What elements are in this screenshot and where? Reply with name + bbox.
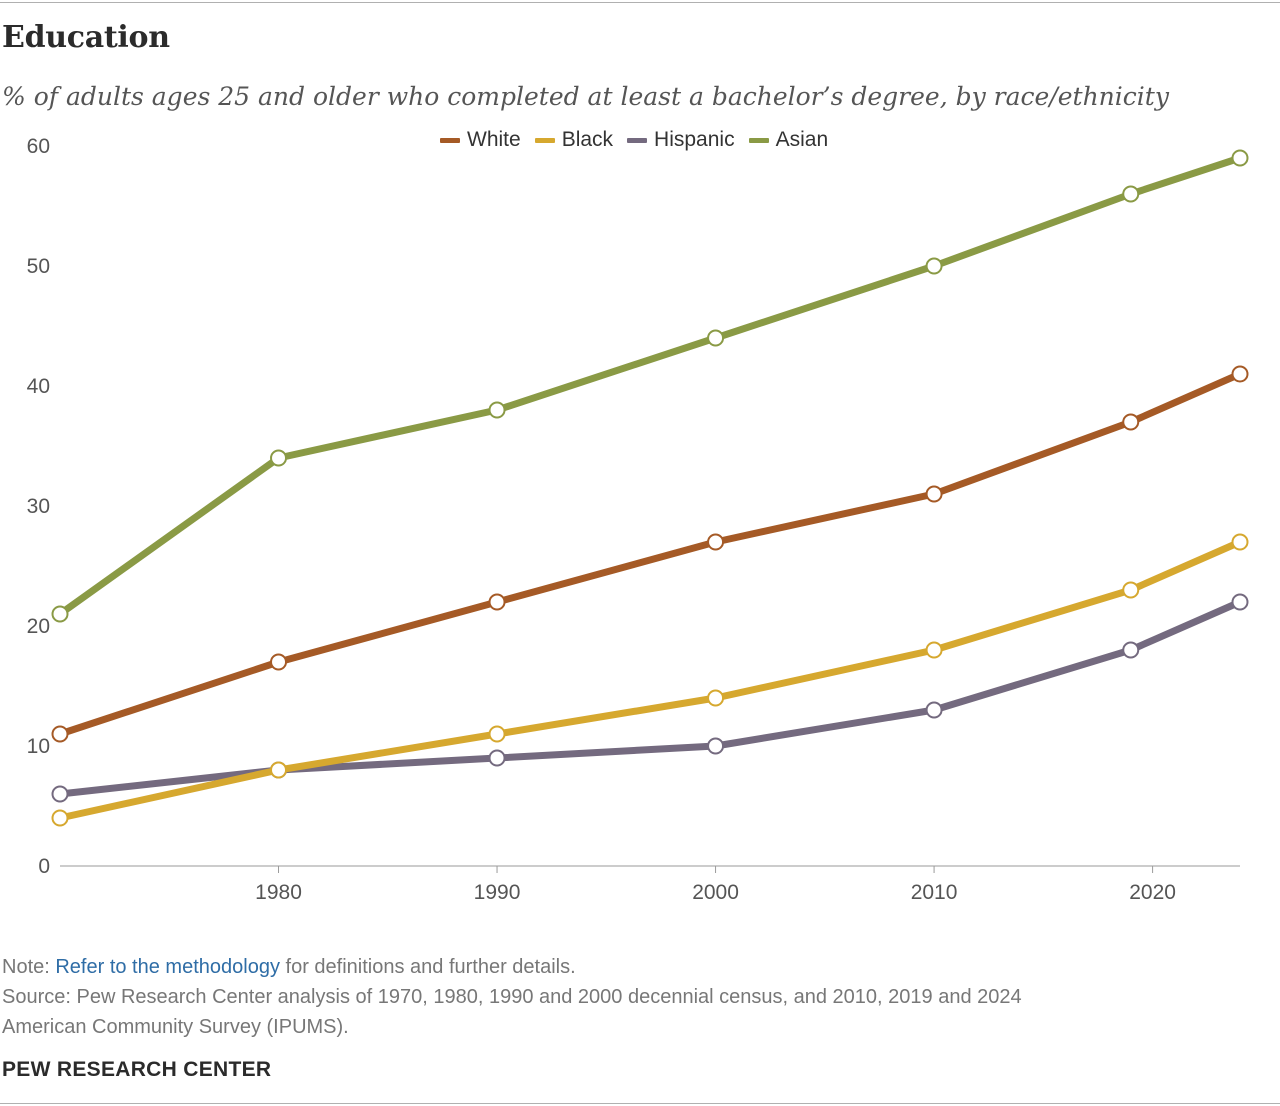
legend-swatch-hispanic — [627, 137, 648, 143]
data-point-white — [1231, 365, 1249, 383]
note-suffix: for definitions and further details. — [279, 956, 576, 978]
series-layer — [51, 149, 1249, 827]
data-point-asian — [1231, 149, 1249, 167]
bottom-rule — [0, 1103, 1280, 1104]
data-point-asian — [270, 449, 288, 467]
data-point-white — [270, 653, 288, 671]
legend-item-asian: Asian — [748, 128, 829, 152]
data-point-black — [488, 725, 506, 743]
series-line-asian — [56, 154, 1244, 618]
axis-layer: 0 10 20 30 40 50 60 1980 1990 2000 2010 2020 — [27, 135, 1240, 904]
legend-item-white: White — [440, 128, 521, 152]
source-line-2: American Community Survey (IPUMS). — [2, 1016, 349, 1038]
x-tick-label: 1990 — [474, 881, 521, 904]
y-tick-label: 10 — [27, 735, 50, 758]
data-point-black — [925, 641, 943, 659]
source-line-1: Source: Pew Research Center analysis of … — [2, 986, 1022, 1008]
legend-label-hispanic: Hispanic — [654, 128, 735, 151]
data-point-hispanic — [707, 737, 725, 755]
chart-title: Education — [2, 20, 170, 55]
data-point-white — [51, 725, 69, 743]
series-black — [51, 533, 1249, 827]
data-point-black — [1231, 533, 1249, 551]
y-tick-label: 40 — [27, 375, 50, 398]
data-point-black — [270, 761, 288, 779]
legend-item-hispanic: Hispanic — [627, 128, 735, 152]
series-line-black — [56, 538, 1244, 822]
y-tick-label: 50 — [27, 255, 50, 278]
top-rule — [0, 2, 1280, 3]
note-line: Note: Refer to the methodology for defin… — [2, 952, 1022, 982]
line-chart: 0 10 20 30 40 50 60 1980 1990 2000 2010 2020 — [27, 135, 1249, 904]
data-point-asian — [925, 257, 943, 275]
y-tick-label: 30 — [27, 495, 50, 518]
legend-label-white: White — [467, 128, 521, 151]
legend-swatch-white — [440, 137, 460, 143]
legend-swatch-asian — [748, 137, 769, 143]
series-hispanic — [51, 593, 1249, 803]
data-point-white — [488, 593, 506, 611]
data-point-black — [1122, 581, 1140, 599]
chart-subtitle: % of adults ages 25 and older who comple… — [2, 82, 1169, 111]
legend-label-asian: Asian — [775, 128, 829, 151]
data-point-hispanic — [51, 785, 69, 803]
legend-swatch-black — [534, 137, 555, 143]
data-point-white — [925, 485, 943, 503]
chart-note: Note: Refer to the methodology for defin… — [2, 952, 1022, 1042]
data-point-asian — [1122, 185, 1140, 203]
series-white — [51, 365, 1249, 743]
data-point-hispanic — [488, 749, 506, 767]
methodology-link[interactable]: Refer to the methodology — [55, 956, 280, 978]
data-point-hispanic — [925, 701, 943, 719]
series-asian — [51, 149, 1249, 623]
y-tick-label: 60 — [27, 135, 50, 158]
data-point-hispanic — [1122, 641, 1140, 659]
legend-item-black: Black — [534, 128, 614, 152]
x-tick-label: 2010 — [911, 881, 958, 904]
data-point-asian — [488, 401, 506, 419]
y-tick-label: 20 — [27, 615, 50, 638]
data-point-hispanic — [1231, 593, 1249, 611]
data-point-black — [51, 809, 69, 827]
data-point-white — [1122, 413, 1140, 431]
data-point-asian — [707, 329, 725, 347]
legend-label-black: Black — [561, 128, 614, 151]
data-point-black — [707, 689, 725, 707]
data-point-asian — [51, 605, 69, 623]
note-prefix: Note: — [2, 956, 56, 978]
series-line-hispanic — [56, 598, 1244, 798]
data-point-white — [707, 533, 725, 551]
x-tick-label: 1980 — [255, 881, 302, 904]
brand-name: PEW RESEARCH CENTER — [2, 1058, 272, 1081]
x-tick-label: 2000 — [692, 881, 739, 904]
chart-legend: White Black Hispanic Asian — [440, 128, 842, 152]
y-tick-label: 0 — [38, 855, 50, 878]
x-tick-label: 2020 — [1129, 881, 1176, 904]
series-line-white — [56, 370, 1244, 738]
